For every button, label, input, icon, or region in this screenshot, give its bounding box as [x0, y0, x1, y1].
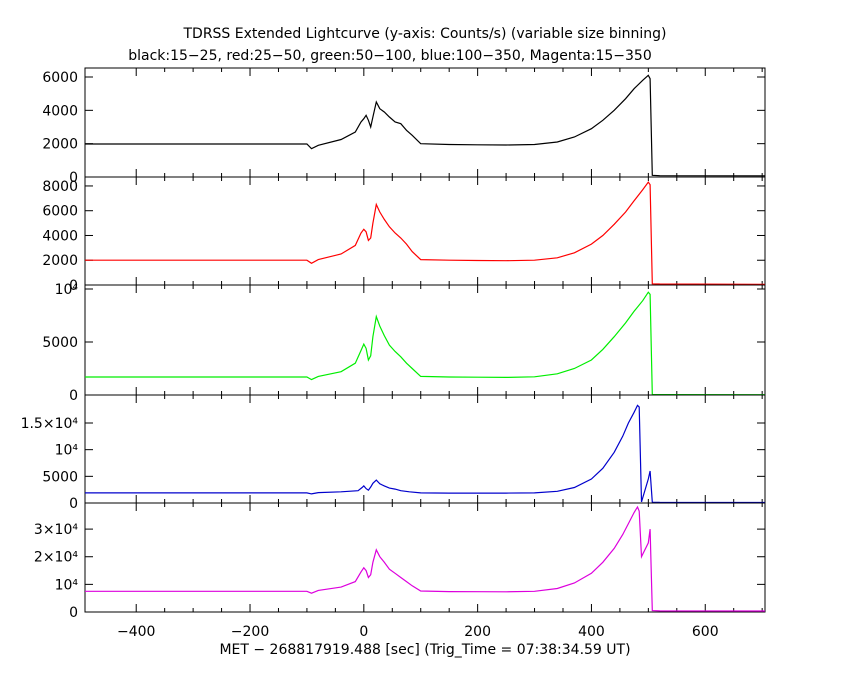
x-tick-label: −400 [117, 624, 155, 640]
series-line-4 [85, 404, 766, 504]
y-tick-label: 4000 [42, 103, 78, 119]
panel-1: 0 2000 4000 6000 [42, 67, 766, 186]
y-tick-label: 0 [69, 388, 78, 404]
y-tick-label: 0 [69, 496, 78, 512]
y-tick-label: 8000 [42, 179, 78, 195]
panel-frame [84, 284, 766, 396]
x-tick-label: 600 [692, 624, 719, 640]
y-tick-label: 2000 [42, 253, 78, 269]
panel-2: 0 2000 4000 6000 8000 [42, 176, 766, 294]
y-tick-label: 6000 [42, 70, 78, 86]
y-tick-label: 10⁴ [55, 577, 79, 593]
y-tick-label: 0 [69, 170, 78, 186]
y-tick-label: 1.5×10⁴ [21, 416, 79, 432]
y-tick-label: 5000 [42, 335, 78, 351]
x-tick-label: −200 [231, 624, 269, 640]
y-tick-label: 10⁴ [55, 443, 79, 459]
panel-stack: 0200040006000020004000600080000500010⁴05… [21, 67, 766, 640]
panel-4: 0 5000 10⁴ 1.5×10⁴ [21, 394, 766, 512]
series-line-3 [85, 291, 766, 396]
series-line-5 [85, 505, 766, 612]
panel-frame [84, 67, 766, 178]
panel-3: 0 5000 10⁴ [42, 282, 766, 404]
x-tick-label: 0 [359, 624, 368, 640]
chart-title: TDRSS Extended Lightcurve (y-axis: Count… [182, 26, 666, 42]
panel-frame [84, 394, 766, 504]
panel-frame [84, 176, 766, 286]
x-axis-label: MET − 268817919.488 [sec] (Trig_Time = 0… [219, 642, 630, 658]
y-tick-label: 10⁴ [55, 282, 79, 298]
y-tick-label: 4000 [42, 228, 78, 244]
y-tick-label: 5000 [42, 469, 78, 485]
y-tick-label: 6000 [42, 204, 78, 220]
y-tick-label: 3×10⁴ [34, 522, 78, 538]
series-line-2 [85, 181, 766, 285]
y-tick-label: 2×10⁴ [34, 550, 78, 566]
y-tick-label: 0 [69, 605, 78, 621]
y-tick-label: 0 [69, 278, 78, 294]
x-tick-label: 200 [464, 624, 491, 640]
series-line-1 [85, 74, 766, 177]
x-tick-label: 400 [578, 624, 605, 640]
chart-subtitle: black:15−25, red:25−50, green:50−100, bl… [128, 48, 652, 64]
y-tick-label: 2000 [42, 137, 78, 153]
panel-5: 0 10⁴ 2×10⁴ 3×10⁴ [34, 502, 766, 621]
panel-frame [84, 502, 766, 613]
